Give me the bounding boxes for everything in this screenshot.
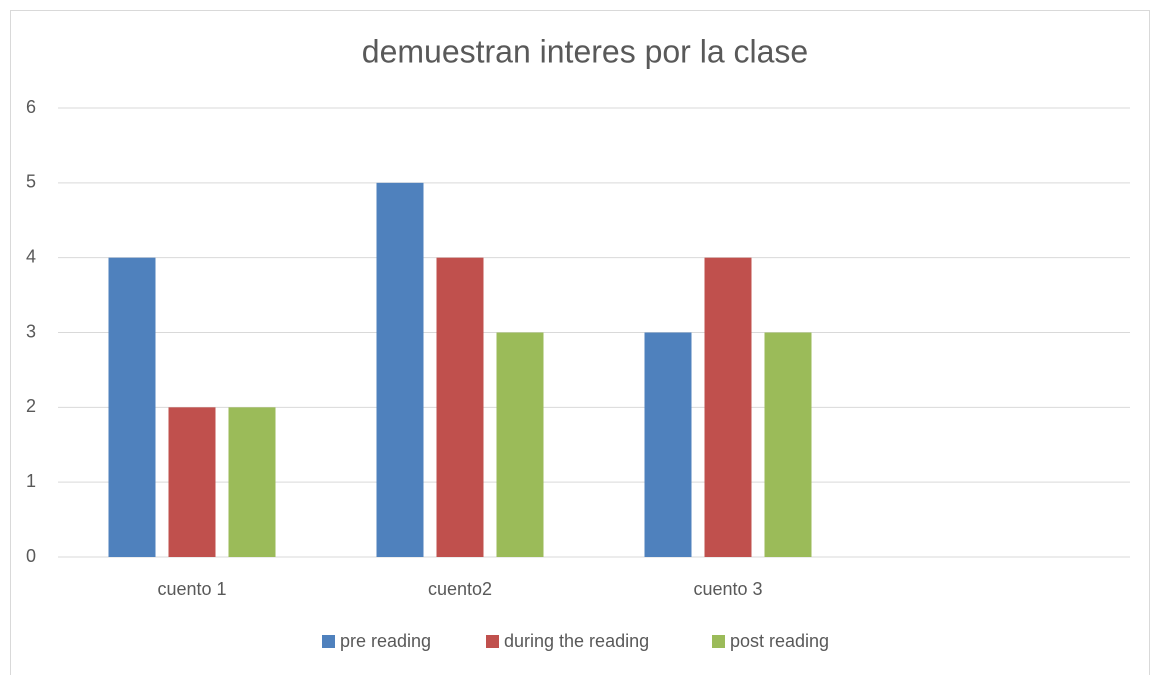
legend-swatch — [712, 635, 725, 648]
legend-label: pre reading — [340, 631, 431, 651]
bar — [764, 332, 812, 557]
bar — [436, 257, 484, 557]
bar — [228, 407, 276, 557]
legend-label: during the reading — [504, 631, 649, 651]
y-tick-label: 5 — [26, 172, 36, 192]
chart-frame — [10, 10, 1150, 675]
y-tick-label: 2 — [26, 396, 36, 416]
bar — [108, 257, 156, 557]
x-tick-label: cuento 1 — [157, 579, 226, 599]
bar — [644, 332, 692, 557]
bar — [168, 407, 216, 557]
legend-swatch — [486, 635, 499, 648]
y-tick-label: 6 — [26, 97, 36, 117]
x-tick-label: cuento 3 — [693, 579, 762, 599]
chart-title: demuestran interes por la clase — [362, 33, 808, 69]
y-tick-label: 4 — [26, 246, 36, 266]
x-tick-label: cuento2 — [428, 579, 492, 599]
bar — [496, 332, 544, 557]
y-tick-label: 3 — [26, 321, 36, 341]
bar — [376, 182, 424, 558]
y-tick-label: 0 — [26, 546, 36, 566]
legend-label: post reading — [730, 631, 829, 651]
legend-swatch — [322, 635, 335, 648]
y-tick-label: 1 — [26, 471, 36, 491]
bar — [704, 257, 752, 557]
